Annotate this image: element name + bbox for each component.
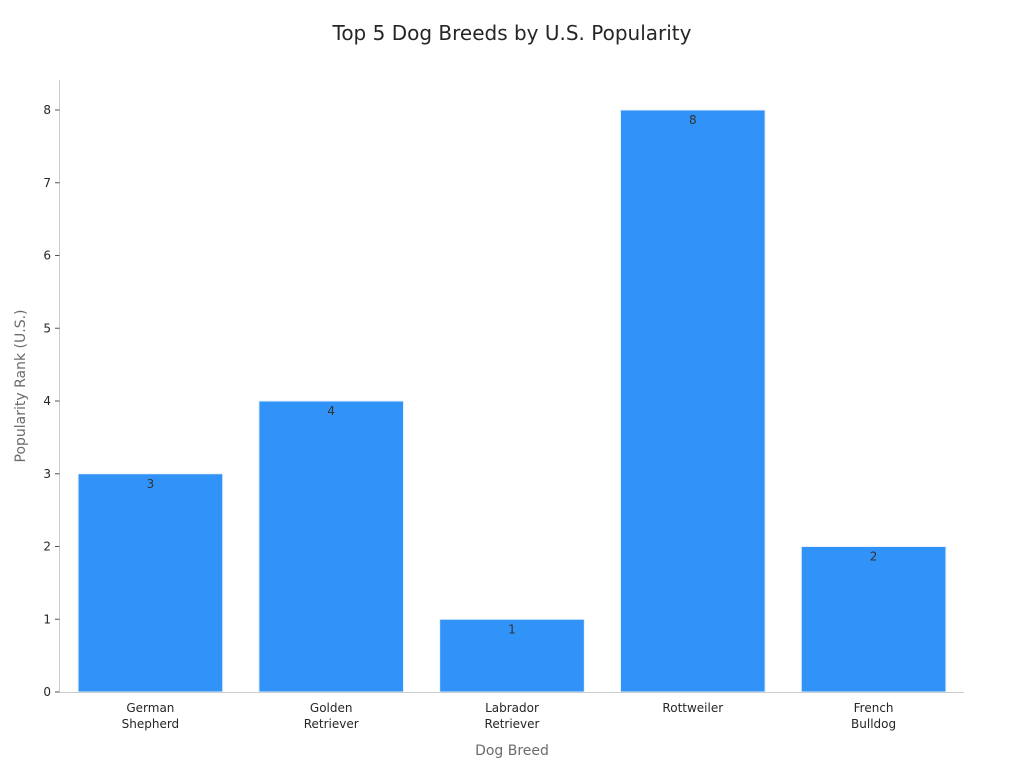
x-tick-label-line: Labrador xyxy=(485,701,539,715)
bar xyxy=(439,618,585,693)
y-tick-label: 1 xyxy=(43,612,51,626)
data-label: 8 xyxy=(689,113,697,127)
x-tick-label-line: Rottweiler xyxy=(662,701,723,715)
bar xyxy=(258,400,405,693)
y-tick-label: 4 xyxy=(43,394,51,408)
x-tick-label: Rottweiler xyxy=(662,701,723,715)
x-tick-label: Golden Retriever xyxy=(304,701,359,731)
bar xyxy=(77,473,224,693)
x-tick-label-line: French xyxy=(854,701,894,715)
x-tick-label-line: Shepherd xyxy=(122,717,180,731)
x-tick-label: French Bulldog xyxy=(851,701,896,731)
x-axis-title: Dog Breed xyxy=(475,743,549,759)
data-label: 1 xyxy=(508,622,516,636)
y-axis: 0 1 2 3 4 5 6 7 8 xyxy=(43,80,60,699)
x-tick-label-line: German xyxy=(126,701,174,715)
data-label: 2 xyxy=(870,550,878,564)
x-axis: German Shepherd Golden Retriever Labrador Ret… xyxy=(59,692,964,731)
x-tick-label: German Shepherd xyxy=(122,701,180,731)
data-labels-layer: 3 4 1 8 2 xyxy=(147,113,878,636)
y-tick-label: 6 xyxy=(43,249,51,263)
data-label: 4 xyxy=(327,404,335,418)
y-axis-title: Popularity Rank (U.S.) xyxy=(13,310,29,463)
bar xyxy=(800,546,947,693)
data-label: 3 xyxy=(147,477,155,491)
x-tick-label-line: Golden xyxy=(310,701,353,715)
bars-layer xyxy=(77,109,947,693)
x-tick-label-line: Bulldog xyxy=(851,717,896,731)
x-tick-label-line: Retriever xyxy=(485,717,540,731)
y-tick-label: 0 xyxy=(43,685,51,699)
bar xyxy=(619,109,766,693)
y-tick-label: 3 xyxy=(43,467,51,481)
y-tick-label: 7 xyxy=(43,176,51,190)
y-tick-label: 5 xyxy=(43,321,51,335)
y-tick-label: 2 xyxy=(43,540,51,554)
x-tick-label-line: Retriever xyxy=(304,717,359,731)
x-tick-label: Labrador Retriever xyxy=(485,701,540,731)
chart-title: Top 5 Dog Breeds by U.S. Popularity xyxy=(332,21,692,45)
y-tick-label: 8 xyxy=(43,103,51,117)
